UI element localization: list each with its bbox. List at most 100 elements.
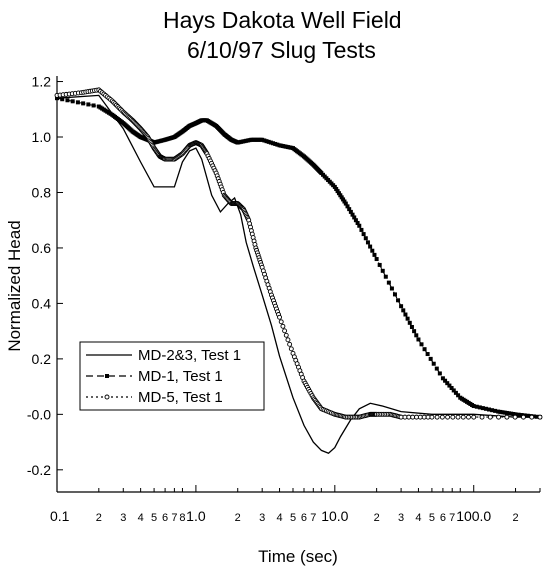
x-minor-tick-label: 6 (301, 512, 307, 524)
y-axis-title: Normalized Head (5, 220, 24, 351)
data-point (377, 262, 382, 267)
data-point (380, 268, 385, 273)
data-point (341, 197, 346, 202)
data-point (405, 316, 410, 321)
data-point (407, 320, 412, 325)
x-minor-tick-label: 2 (512, 512, 518, 524)
data-point (338, 193, 343, 198)
x-minor-tick-label: 3 (259, 512, 265, 524)
x-minor-tick-label: 5 (290, 512, 296, 524)
data-point (271, 141, 276, 146)
data-point (374, 257, 379, 262)
data-point (439, 414, 445, 420)
legend-label: MD-2&3, Test 1 (138, 347, 241, 364)
data-point (75, 100, 80, 105)
x-minor-tick-label: 2 (374, 512, 380, 524)
y-tick-label: 0.2 (32, 351, 52, 367)
data-point (65, 98, 70, 103)
data-point (335, 189, 340, 194)
data-point (504, 410, 509, 415)
data-point (353, 218, 358, 223)
data-point (477, 405, 482, 410)
data-point (409, 324, 414, 329)
data-point (345, 204, 350, 209)
data-point (264, 139, 269, 144)
data-point (507, 411, 512, 416)
data-point (520, 414, 526, 420)
data-point (449, 386, 454, 390)
data-point (445, 414, 451, 420)
data-point (434, 366, 439, 371)
data-point (512, 414, 518, 420)
data-point (368, 244, 373, 249)
data-point (277, 314, 282, 320)
data-point (260, 137, 265, 142)
data-point (416, 337, 421, 342)
x-minor-tick-label: 6 (162, 512, 168, 524)
data-point (440, 376, 445, 381)
data-point (383, 274, 388, 279)
data-point (403, 312, 408, 317)
data-point (421, 414, 427, 420)
data-point (431, 361, 436, 366)
data-point (483, 406, 488, 411)
data-point (496, 414, 502, 420)
data-point (370, 248, 375, 253)
data-point (487, 414, 493, 420)
data-point (450, 414, 456, 420)
x-minor-tick-label: 7 (310, 512, 316, 524)
data-point (456, 393, 461, 398)
y-tick-label: 0.4 (32, 295, 52, 311)
data-point (498, 409, 503, 414)
x-minor-tick-label: 4 (415, 512, 421, 524)
data-point (350, 212, 355, 217)
data-point (348, 209, 353, 214)
data-point (81, 101, 86, 106)
x-minor-tick-label: 5 (429, 512, 435, 524)
data-point (361, 232, 366, 237)
legend-label: MD-1, Test 1 (138, 368, 223, 385)
data-point (332, 184, 337, 189)
data-point (496, 409, 501, 414)
data-point (285, 337, 291, 343)
legend-marker (105, 374, 109, 378)
x-axis-title: Time (sec) (258, 547, 338, 566)
x-minor-tick-label: 7 (449, 512, 455, 524)
y-tick-label: 1.2 (32, 74, 52, 90)
series-1 (56, 94, 540, 454)
x-minor-tick-label: 2 (235, 512, 241, 524)
data-point (493, 408, 498, 413)
data-point (282, 328, 288, 334)
x-minor-tick-label: 5 (151, 512, 157, 524)
data-point (342, 199, 347, 204)
chart-title-line-1: Hays Dakota Well Field (163, 7, 402, 33)
data-point (266, 139, 271, 144)
data-point (262, 138, 267, 143)
data-point (86, 102, 91, 107)
y-tick-label: -0.0 (27, 406, 51, 422)
data-point (406, 414, 412, 420)
data-point (70, 99, 75, 104)
x-minor-tick-label: 8 (179, 512, 185, 524)
data-point (466, 414, 471, 420)
data-point (398, 414, 404, 420)
data-point (451, 388, 456, 393)
x-minor-tick-label: 4 (138, 512, 144, 524)
data-point (91, 103, 96, 108)
series-line (56, 94, 540, 454)
data-point (425, 352, 430, 357)
data-point (343, 201, 348, 206)
x-minor-tick-label: 3 (120, 512, 126, 524)
data-point (455, 414, 461, 420)
data-point (509, 411, 514, 416)
data-point (434, 414, 440, 420)
series-layer (54, 87, 543, 454)
data-point (516, 412, 521, 417)
legend: MD-2&3, Test 1 MD-1, Test 1 MD-5, Test 1 (79, 341, 265, 411)
data-point (339, 195, 344, 200)
data-point (55, 96, 59, 101)
data-point (386, 280, 391, 285)
data-point (357, 223, 362, 228)
data-point (60, 97, 65, 102)
data-point (336, 191, 341, 196)
